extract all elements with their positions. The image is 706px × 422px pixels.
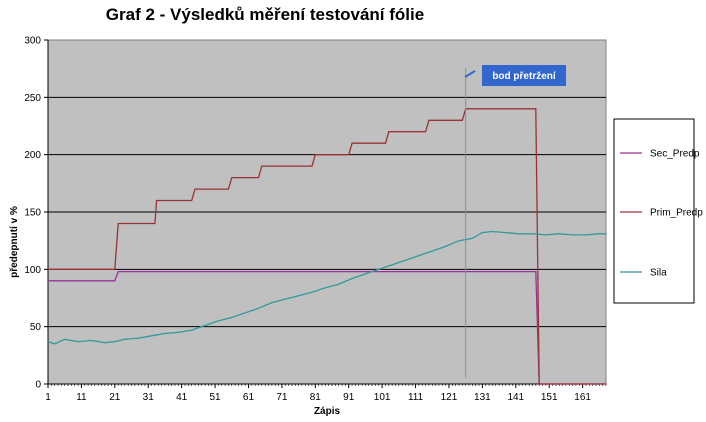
x-axis-label: Zápis	[314, 406, 341, 417]
x-tick-label: 81	[310, 392, 322, 403]
y-tick-label: 150	[24, 208, 41, 219]
legend-label-prim_predp: Prim_Predp	[650, 208, 703, 219]
annotation: bod přetržení	[464, 65, 566, 378]
y-tick-label: 300	[24, 36, 41, 47]
x-tick-label: 141	[507, 392, 524, 403]
legend-label-sila: Sila	[650, 268, 667, 279]
callout-box	[482, 65, 566, 86]
callout-label: bod přetržení	[492, 71, 557, 82]
x-tick-label: 1	[45, 392, 51, 403]
y-tick-label: 50	[30, 322, 42, 333]
series-lines	[47, 108, 606, 385]
x-tick-label: 31	[143, 392, 155, 403]
x-tick-label: 151	[541, 392, 558, 403]
x-tick-label: 71	[276, 392, 288, 403]
callout-pointer	[464, 70, 476, 78]
y-axis-ticks: 0 50 100 150 200 250 300	[24, 36, 49, 391]
y-tick-label: 0	[35, 380, 41, 391]
legend: Sec_Predp Prim_Predp Sila	[613, 118, 703, 304]
x-tick-label: 41	[176, 392, 188, 403]
y-tick-label: 100	[24, 265, 41, 276]
y-axis-label: předepnutí v %	[9, 206, 20, 278]
x-tick-label: 61	[243, 392, 255, 403]
x-tick-label: 101	[374, 392, 391, 403]
x-tick-label: 111	[408, 392, 424, 403]
legend-label-sec_predp: Sec_Predp	[650, 149, 700, 160]
x-tick-label: 21	[109, 392, 121, 403]
chart-title: Graf 2 - Výsledků měření testování fólie	[106, 5, 424, 24]
series-line-prim_predp	[48, 108, 606, 385]
y-tick-label: 250	[24, 93, 41, 104]
x-tick-label: 51	[210, 392, 222, 403]
x-tick-label: 11	[76, 392, 87, 403]
x-tick-label: 91	[343, 392, 355, 403]
y-tick-label: 200	[24, 150, 41, 161]
gridlines	[48, 96, 606, 328]
x-tick-label: 121	[441, 392, 458, 403]
x-tick-label: 161	[574, 392, 591, 403]
x-axis-ticks: 1 11 21 31 41 51 61 71 81 91 101 111 121 131 141 151 161	[45, 383, 607, 403]
series-line-sila	[47, 230, 606, 345]
x-tick-label: 131	[474, 392, 491, 403]
